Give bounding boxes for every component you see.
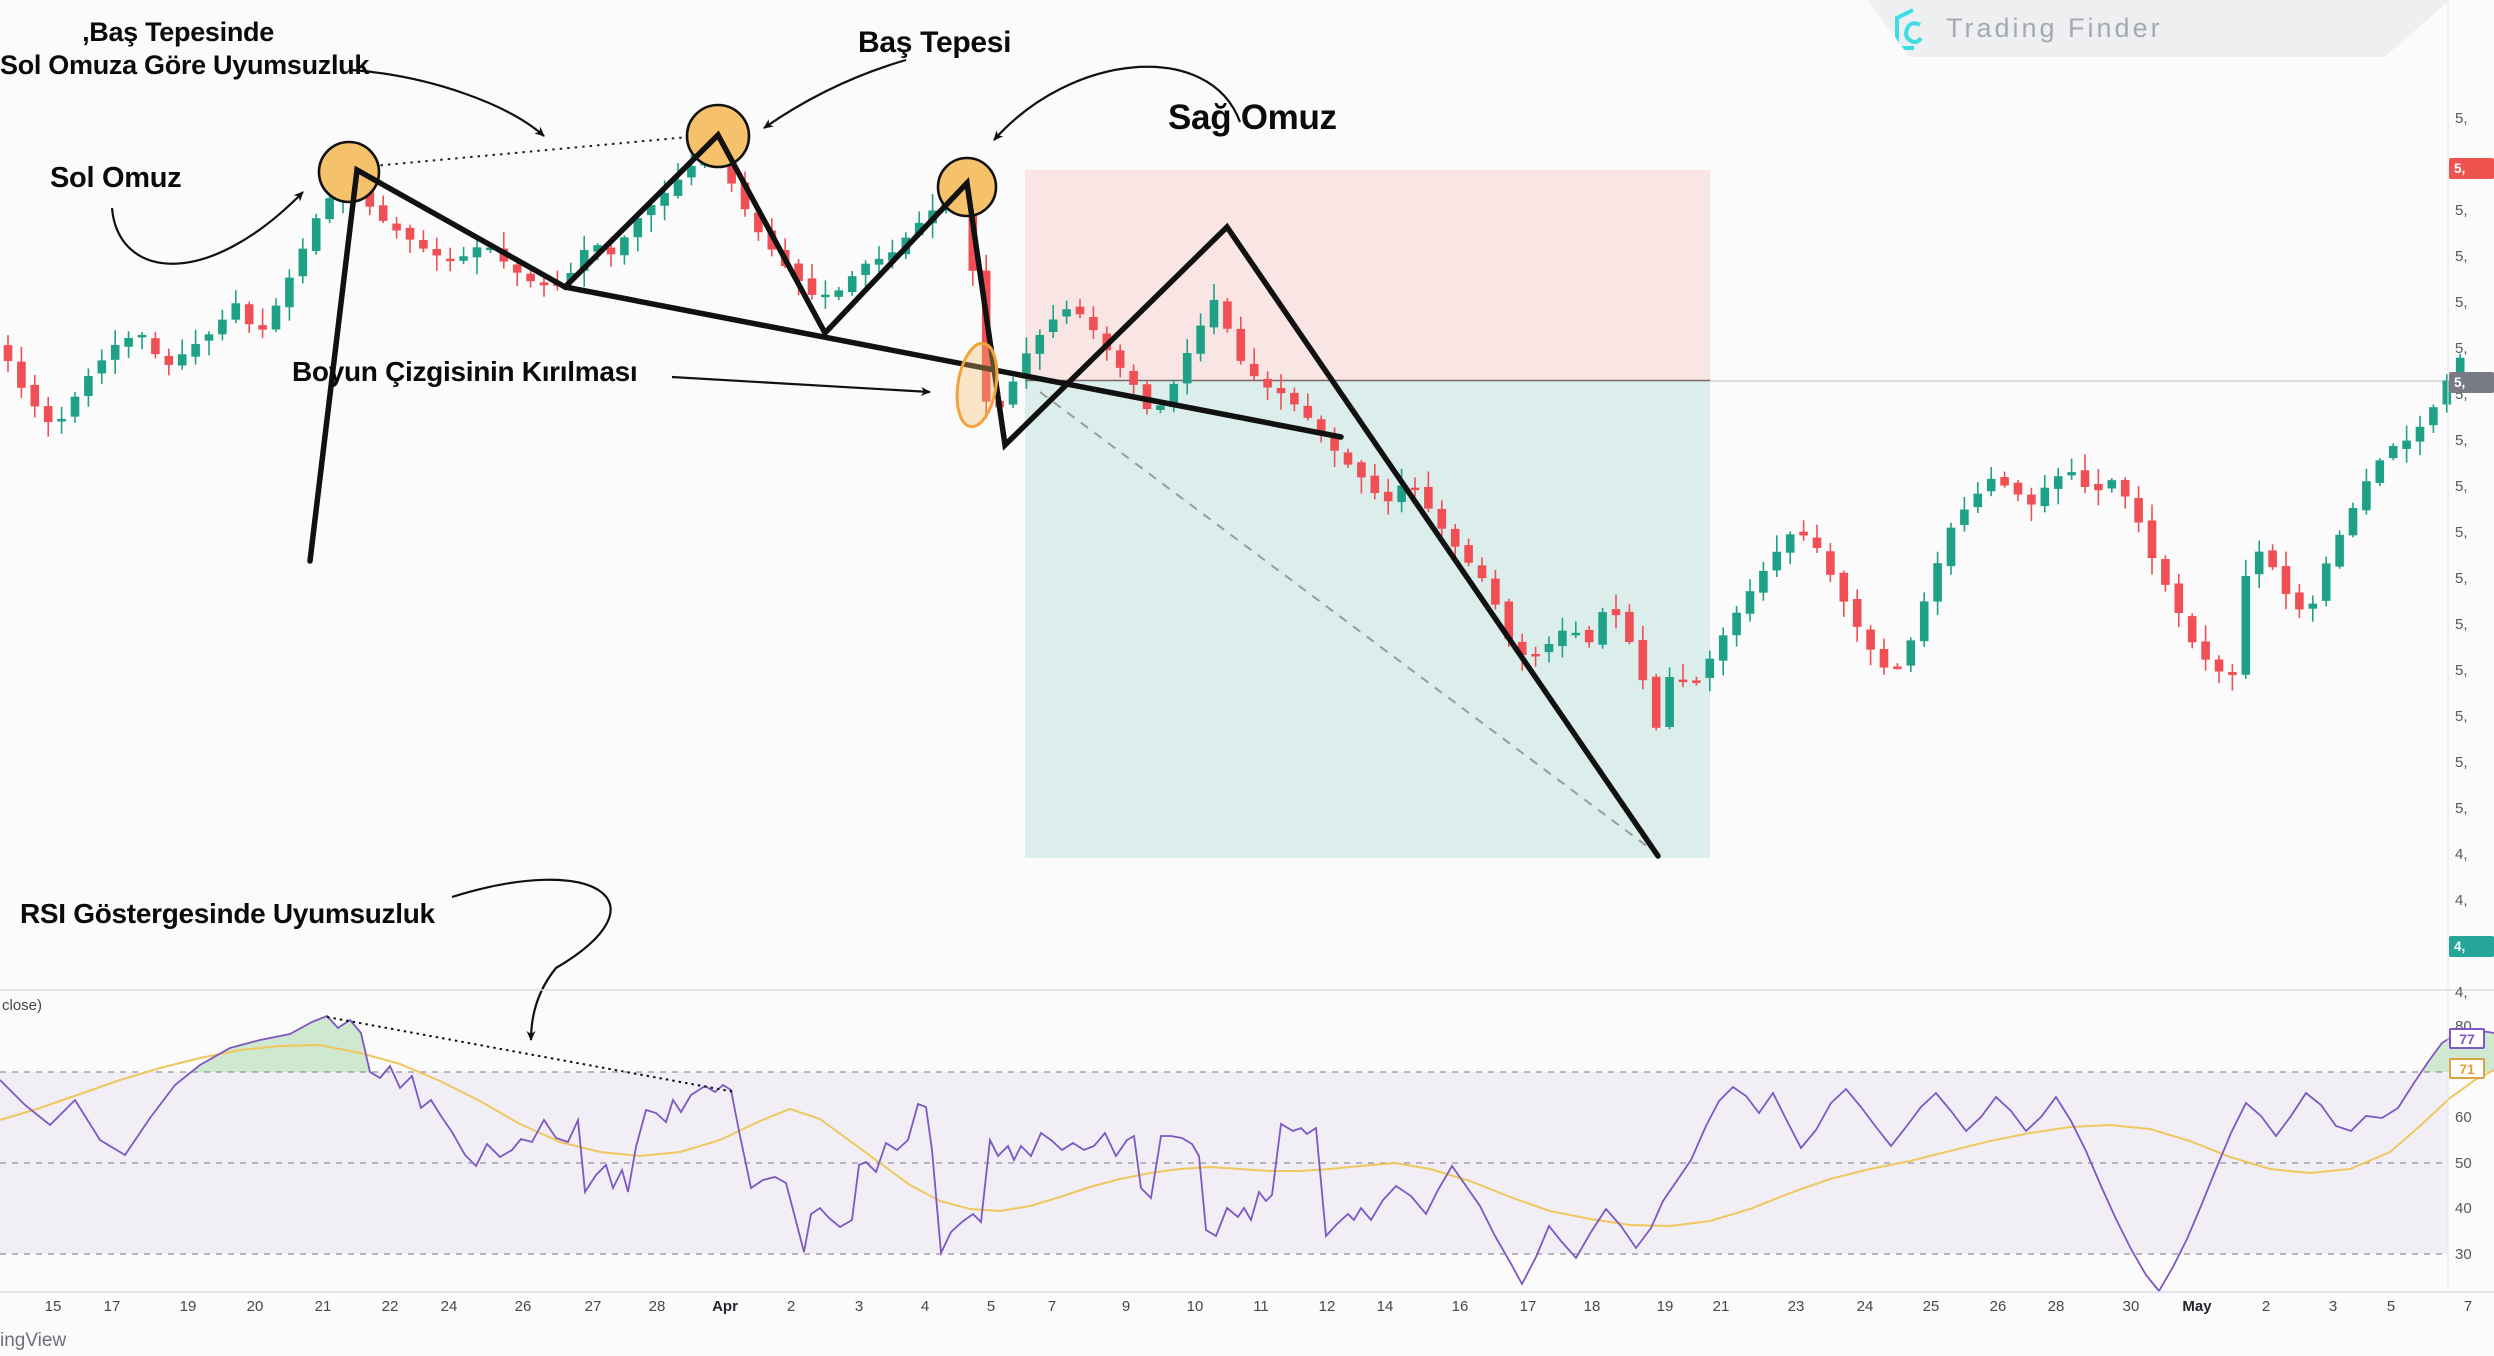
svg-text:2: 2 — [2262, 1298, 2270, 1315]
svg-text:5: 5 — [2387, 1298, 2395, 1315]
svg-text:3: 3 — [2329, 1298, 2337, 1315]
svg-text:9: 9 — [1122, 1298, 1130, 1315]
svg-text:4,: 4, — [2455, 984, 2468, 1001]
price-badge-0: 5, — [2449, 157, 2494, 179]
svg-text:27: 27 — [585, 1298, 602, 1315]
svg-text:May: May — [2182, 1298, 2212, 1315]
svg-text:12: 12 — [1319, 1298, 1336, 1315]
svg-text:19: 19 — [1657, 1298, 1674, 1315]
svg-text:5,: 5, — [2455, 478, 2468, 495]
svg-text:5,: 5, — [2455, 662, 2468, 679]
svg-text:3: 3 — [855, 1298, 863, 1315]
svg-text:5,: 5, — [2455, 432, 2468, 449]
svg-text:25: 25 — [1923, 1298, 1940, 1315]
left-shoulder-circle[interactable] — [317, 140, 381, 204]
svg-text:28: 28 — [2048, 1298, 2065, 1315]
svg-text:5,: 5, — [2455, 524, 2468, 541]
rsi-divergence-dotted-line[interactable] — [326, 1016, 736, 1093]
svg-text:10: 10 — [1187, 1298, 1204, 1315]
annotation-head-divergence-line1: ,Baş Tepesinde — [82, 17, 274, 47]
svg-text:5,: 5, — [2455, 202, 2468, 219]
svg-text:21: 21 — [1713, 1298, 1730, 1315]
price-divergence-dotted-line[interactable] — [372, 134, 711, 167]
svg-text:2: 2 — [787, 1298, 795, 1315]
trading-finder-wordmark: Trading Finder — [1946, 13, 2163, 43]
rsi-overbought-fill — [191, 1016, 370, 1072]
svg-text:30: 30 — [2455, 1246, 2472, 1263]
target-zone[interactable] — [1025, 380, 1710, 858]
price-axis[interactable]: 5, 5, 4, 77 71 — [2448, 0, 2494, 1292]
price-badge-1: 5, — [2449, 371, 2494, 393]
arrow-right-shoulder — [993, 65, 1242, 141]
svg-text:17: 17 — [104, 1298, 121, 1315]
svg-text:24: 24 — [441, 1298, 458, 1315]
svg-text:5: 5 — [987, 1298, 995, 1315]
svg-text:11: 11 — [1253, 1298, 1269, 1315]
svg-text:15: 15 — [45, 1298, 62, 1315]
svg-text:5,: 5, — [2455, 754, 2468, 771]
svg-text:50: 50 — [2455, 1155, 2472, 1172]
svg-text:14: 14 — [1377, 1298, 1394, 1315]
svg-text:5,: 5, — [2455, 800, 2468, 817]
svg-text:40: 40 — [2455, 1200, 2472, 1217]
svg-text:18: 18 — [1584, 1298, 1601, 1315]
rsi-line — [0, 1014, 2494, 1293]
svg-text:4: 4 — [921, 1298, 929, 1315]
svg-text:17: 17 — [1520, 1298, 1537, 1315]
svg-text:5,: 5, — [2455, 294, 2468, 311]
svg-text:26: 26 — [515, 1298, 532, 1315]
svg-text:5,: 5, — [2455, 616, 2468, 633]
arrow-neckline-break — [671, 375, 931, 396]
svg-text:5,: 5, — [2455, 570, 2468, 587]
rsi-value-badge-0: 77 — [2449, 1027, 2485, 1049]
svg-text:4,: 4, — [2455, 892, 2468, 909]
rsi-indicator-title-fragment: close) — [2, 997, 43, 1014]
svg-text:26: 26 — [1990, 1298, 2007, 1315]
annotation-head-divergence-line2: Sol Omuza Göre Uyumsuzluk — [0, 50, 370, 80]
svg-text:5,: 5, — [2455, 340, 2468, 357]
svg-text:30: 30 — [2123, 1298, 2140, 1315]
annotation-neckline-break: Boyun Çizgisinin Kırılması — [292, 356, 638, 387]
svg-text:19: 19 — [180, 1298, 197, 1315]
pattern-zigzag-line[interactable] — [307, 130, 1661, 859]
svg-text:7: 7 — [1048, 1298, 1056, 1315]
arrow-left-shoulder — [110, 191, 304, 265]
rsi-value-badge-1: 71 — [2449, 1057, 2485, 1079]
arrow-head-divergence — [351, 68, 545, 137]
breakout-ellipse[interactable] — [952, 341, 1003, 430]
tradingview-watermark[interactable]: ingView — [0, 1330, 67, 1351]
bearish-zone[interactable] — [1025, 170, 1710, 380]
annotation-right-shoulder: Sağ Omuz — [1168, 98, 1337, 137]
svg-text:16: 16 — [1452, 1298, 1469, 1315]
rsi-ma-line — [0, 1043, 2494, 1228]
arrow-rsi-divergence — [451, 878, 612, 1041]
trading-finder-logo: Trading Finder — [1867, 0, 2450, 57]
time-axis[interactable] — [0, 1292, 2494, 1332]
svg-text:60: 60 — [2455, 1109, 2472, 1126]
annotation-rsi-divergence: RSI Göstergesinde Uyumsuzluk — [20, 898, 435, 929]
svg-text:22: 22 — [382, 1298, 399, 1315]
annotation-head-divergence: ,Baş Tepesinde Sol Omuza Göre Uyumsuzluk — [0, 16, 370, 82]
annotation-head: Baş Tepesi — [858, 26, 1012, 59]
svg-text:21: 21 — [315, 1298, 332, 1315]
svg-text:28: 28 — [649, 1298, 666, 1315]
annotation-left-shoulder: Sol Omuz — [50, 162, 182, 194]
price-badge-2: 4, — [2449, 935, 2494, 957]
svg-text:7: 7 — [2464, 1298, 2472, 1315]
svg-text:20: 20 — [247, 1298, 264, 1315]
arrow-head — [763, 58, 907, 129]
svg-text:24: 24 — [1857, 1298, 1874, 1315]
svg-text:Apr: Apr — [712, 1298, 738, 1315]
svg-text:4,: 4, — [2455, 846, 2468, 863]
svg-text:5,: 5, — [2455, 110, 2468, 127]
svg-text:23: 23 — [1788, 1298, 1805, 1315]
svg-text:5,: 5, — [2455, 248, 2468, 265]
svg-text:5,: 5, — [2455, 708, 2468, 725]
neckline[interactable] — [562, 284, 1344, 440]
